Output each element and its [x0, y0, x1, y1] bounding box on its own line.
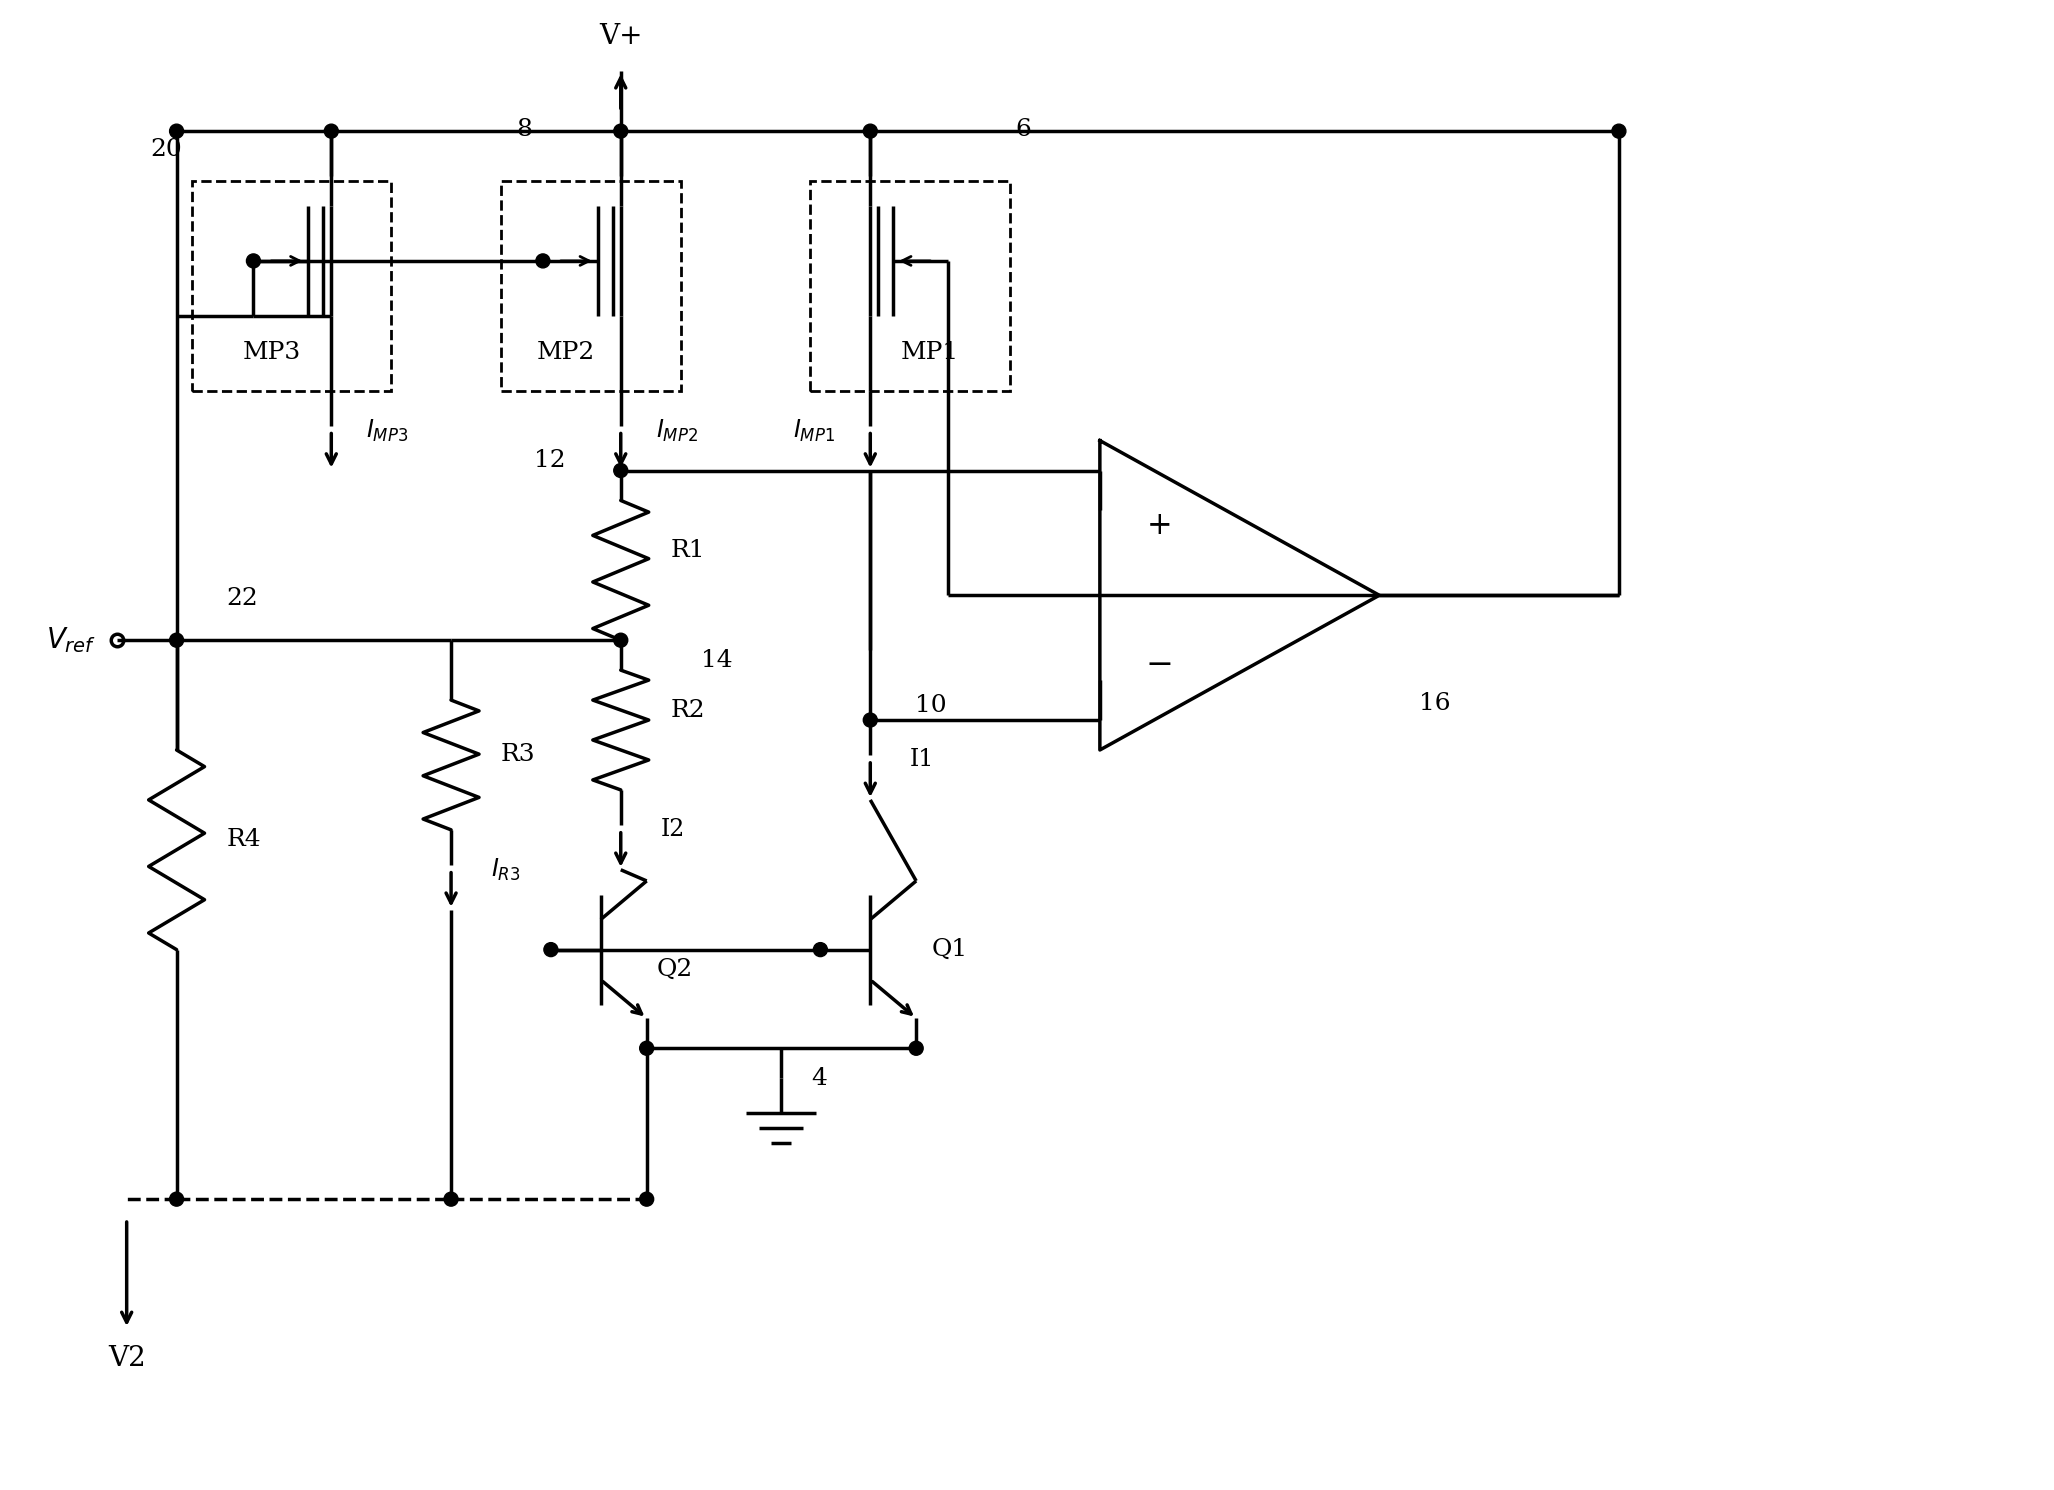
Circle shape — [614, 463, 629, 477]
Text: R1: R1 — [672, 539, 705, 562]
Circle shape — [246, 253, 261, 268]
Circle shape — [536, 253, 550, 268]
Text: +: + — [1146, 510, 1173, 541]
Text: $I_{MP3}$: $I_{MP3}$ — [366, 417, 409, 444]
Text: I2: I2 — [661, 818, 686, 842]
Text: 22: 22 — [226, 587, 259, 611]
Text: MP2: MP2 — [536, 341, 596, 364]
Text: $I_{R3}$: $I_{R3}$ — [491, 857, 520, 884]
Text: V+: V+ — [600, 22, 643, 49]
Text: 8: 8 — [516, 118, 532, 142]
Circle shape — [544, 943, 559, 957]
Circle shape — [170, 633, 183, 647]
Text: V2: V2 — [107, 1345, 146, 1372]
Text: Q1: Q1 — [930, 939, 967, 961]
Circle shape — [614, 633, 629, 647]
Circle shape — [170, 1192, 183, 1205]
Circle shape — [813, 943, 828, 957]
Circle shape — [863, 124, 877, 139]
Circle shape — [639, 1042, 653, 1055]
Text: MP1: MP1 — [902, 341, 959, 364]
Text: 4: 4 — [811, 1067, 828, 1089]
Circle shape — [614, 124, 629, 139]
Text: MP3: MP3 — [242, 341, 300, 364]
Circle shape — [863, 714, 877, 727]
Text: $V_{ref}$: $V_{ref}$ — [47, 626, 97, 656]
Circle shape — [444, 1192, 458, 1205]
Text: 16: 16 — [1419, 691, 1450, 715]
Circle shape — [910, 1042, 922, 1055]
Text: 14: 14 — [700, 648, 731, 672]
Text: 10: 10 — [916, 693, 947, 717]
Text: 6: 6 — [1015, 118, 1031, 142]
Circle shape — [325, 124, 339, 139]
Text: −: − — [1146, 650, 1173, 681]
Text: R2: R2 — [672, 699, 705, 721]
Text: Q2: Q2 — [657, 958, 692, 980]
Circle shape — [639, 1192, 653, 1205]
Text: $I_{MP2}$: $I_{MP2}$ — [655, 417, 698, 444]
Circle shape — [1612, 124, 1627, 139]
Circle shape — [170, 124, 183, 139]
Text: 20: 20 — [150, 139, 181, 161]
Text: $I_{MP1}$: $I_{MP1}$ — [793, 417, 836, 444]
Text: I1: I1 — [910, 748, 935, 772]
Text: R4: R4 — [226, 828, 261, 851]
Text: R3: R3 — [501, 744, 536, 766]
Text: 12: 12 — [534, 448, 565, 472]
